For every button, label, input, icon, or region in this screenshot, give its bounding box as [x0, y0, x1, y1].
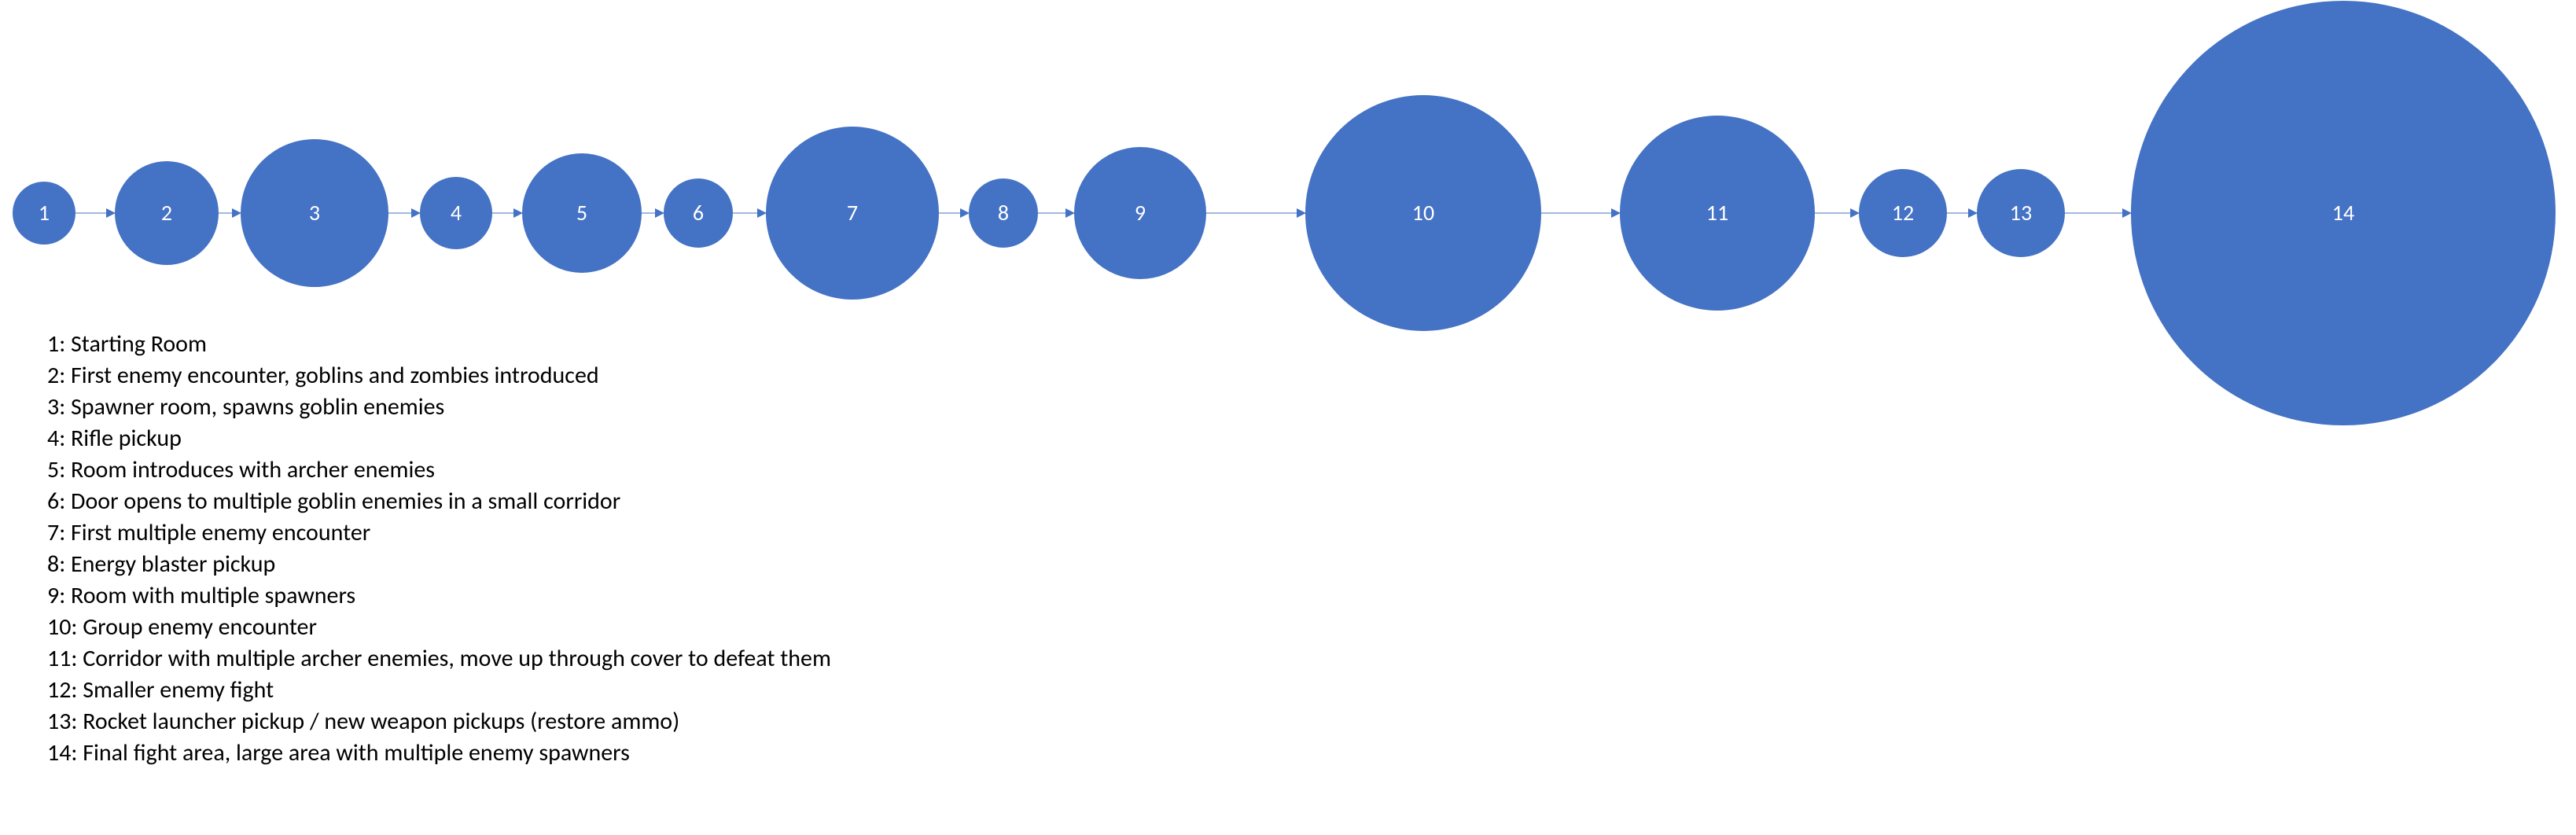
legend-line: 1: Starting Room — [47, 329, 831, 360]
flow-node-1: 1 — [13, 182, 75, 245]
legend-line: 4: Rifle pickup — [47, 423, 831, 454]
legend-line: 3: Spawner room, spawns goblin enemies — [47, 392, 831, 423]
flow-node-label: 4 — [451, 202, 462, 224]
flow-node-label: 12 — [1892, 202, 1914, 224]
flow-node-3: 3 — [241, 139, 388, 287]
legend-line: 7: First multiple enemy encounter — [47, 517, 831, 549]
legend-line: 2: First enemy encounter, goblins and zo… — [47, 360, 831, 392]
flow-node-6: 6 — [664, 178, 733, 248]
flow-node-12: 12 — [1859, 169, 1947, 257]
legend-line: 9: Room with multiple spawners — [47, 580, 831, 612]
flow-node-label: 7 — [847, 202, 858, 224]
flow-node-7: 7 — [766, 127, 939, 300]
legend-line: 12: Smaller enemy fight — [47, 675, 831, 706]
flow-node-label: 13 — [2010, 202, 2032, 224]
flow-node-label: 2 — [161, 202, 172, 224]
flow-node-label: 11 — [1706, 202, 1728, 224]
flow-node-label: 10 — [1412, 202, 1434, 224]
legend-line: 11: Corridor with multiple archer enemie… — [47, 643, 831, 675]
flow-node-5: 5 — [522, 153, 642, 273]
flow-node-14: 14 — [2131, 1, 2556, 425]
legend-line: 10: Group enemy encounter — [47, 612, 831, 643]
legend-line: 13: Rocket launcher pickup / new weapon … — [47, 706, 831, 738]
diagram-canvas: 12345678910111213141: Starting Room2: Fi… — [0, 0, 2576, 835]
flow-node-label: 14 — [2332, 202, 2354, 224]
flow-node-label: 1 — [39, 202, 50, 224]
legend-line: 14: Final fight area, large area with mu… — [47, 738, 831, 769]
flow-node-label: 8 — [998, 202, 1009, 224]
legend-line: 5: Room introduces with archer enemies — [47, 454, 831, 486]
flow-node-label: 5 — [576, 202, 587, 224]
flow-node-4: 4 — [420, 177, 492, 249]
flow-node-8: 8 — [969, 178, 1038, 248]
flow-node-label: 9 — [1135, 202, 1146, 224]
legend-line: 6: Door opens to multiple goblin enemies… — [47, 486, 831, 517]
legend-line: 8: Energy blaster pickup — [47, 549, 831, 580]
flow-node-10: 10 — [1305, 95, 1541, 331]
flow-node-label: 3 — [309, 202, 320, 224]
flow-node-13: 13 — [1977, 169, 2065, 257]
legend: 1: Starting Room2: First enemy encounter… — [47, 329, 831, 769]
flow-node-2: 2 — [115, 161, 219, 265]
flow-node-label: 6 — [693, 202, 704, 224]
flow-node-11: 11 — [1620, 116, 1815, 311]
flow-node-9: 9 — [1074, 147, 1206, 279]
